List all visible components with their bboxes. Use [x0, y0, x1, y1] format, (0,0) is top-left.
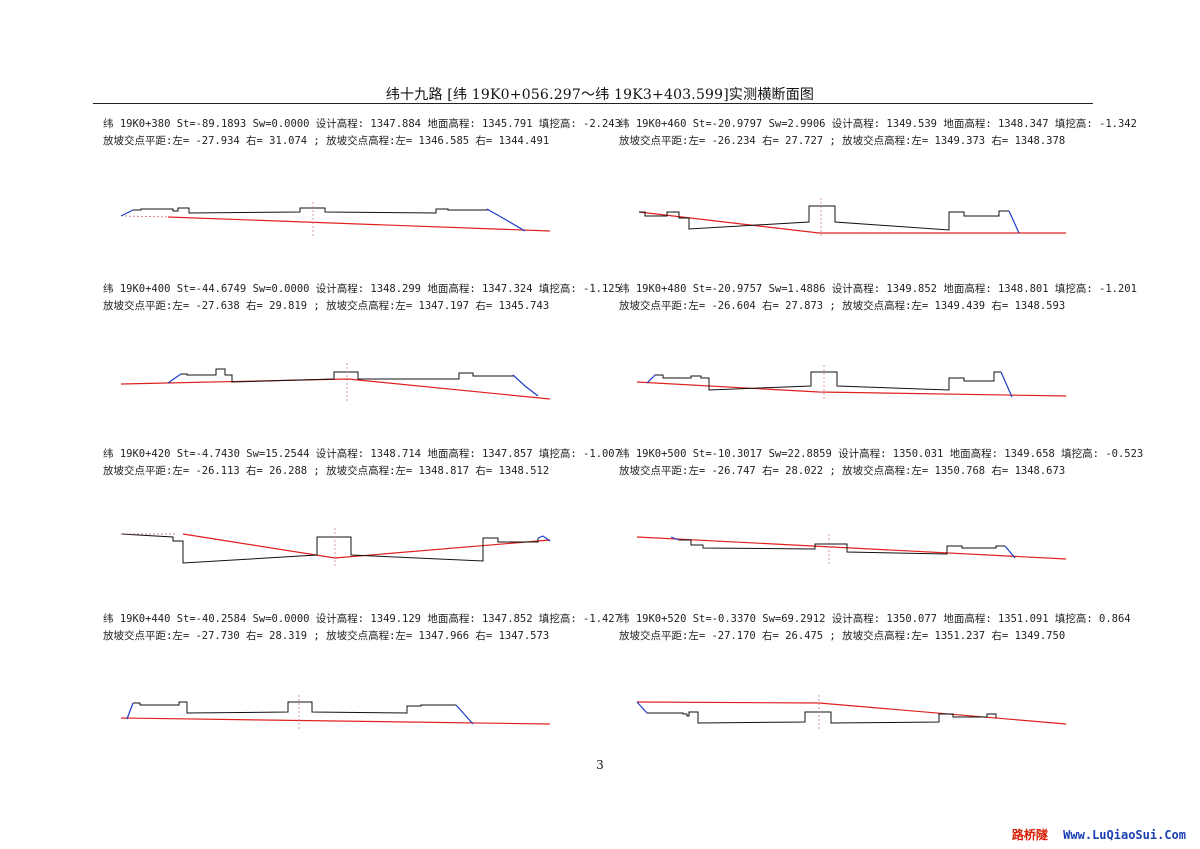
- ground-line: [655, 371, 1001, 391]
- section-header-line: 纬 19K0+400 St=-44.6749 Sw=0.0000 设计高程: 1…: [103, 283, 621, 295]
- slope-line-right: [1000, 371, 1013, 398]
- section-header-line: 纬 19K0+440 St=-40.2584 Sw=0.0000 设计高程: 1…: [103, 613, 621, 625]
- cross-section-drawing: [120, 363, 551, 401]
- ground-line: [679, 539, 1005, 555]
- section-header-line: 纬 19K0+380 St=-89.1893 Sw=0.0000 设计高程: 1…: [103, 118, 621, 130]
- watermark[interactable]: 路桥隧 Www.LuQiaoSui.Com: [1012, 826, 1186, 843]
- slope-line-right: [537, 535, 551, 542]
- ground-line: [133, 207, 488, 214]
- slope-line-left: [636, 701, 648, 714]
- slope-line-left: [646, 374, 656, 384]
- slope-line-left: [167, 373, 182, 384]
- watermark-url[interactable]: Www.LuQiaoSui.Com: [1063, 828, 1186, 842]
- cross-section-drawing: [636, 695, 1067, 731]
- ground-line: [120, 533, 539, 564]
- section-slope-line: 放坡交点平距:左= -27.170 右= 26.475 ; 放坡交点高程:左= …: [619, 630, 1066, 642]
- ground-line: [133, 701, 456, 714]
- cross-section-k0-380: 纬 19K0+380 St=-89.1893 Sw=0.0000 设计高程: 1…: [103, 116, 621, 276]
- cross-section-drawing: [120, 202, 551, 236]
- design-line: [636, 381, 1067, 397]
- slope-line-right: [1008, 210, 1020, 234]
- cross-section-drawing: [120, 528, 551, 566]
- watermark-brand: 路桥隧: [1011, 828, 1048, 842]
- cross-section-k0-420: 纬 19K0+420 St=-4.7430 Sw=15.2544 设计高程: 1…: [103, 446, 621, 606]
- slope-line-right: [512, 374, 539, 397]
- ground-line: [639, 205, 1009, 231]
- section-slope-line: 放坡交点平距:左= -27.638 右= 29.819 ; 放坡交点高程:左= …: [103, 300, 550, 312]
- fill-dash: [124, 215, 169, 218]
- cross-section-drawing: [638, 198, 1066, 236]
- section-slope-line: 放坡交点平距:左= -27.934 右= 31.074 ; 放坡交点高程:左= …: [103, 135, 550, 147]
- section-header-line: 纬 19K0+420 St=-4.7430 Sw=15.2544 设计高程: 1…: [103, 448, 621, 460]
- page-number: 3: [596, 758, 604, 772]
- cross-section-k0-440: 纬 19K0+440 St=-40.2584 Sw=0.0000 设计高程: 1…: [103, 611, 621, 771]
- cross-section-k0-400: 纬 19K0+400 St=-44.6749 Sw=0.0000 设计高程: 1…: [103, 281, 621, 441]
- design-line: [120, 378, 551, 400]
- cross-section-k0-460: 纬 19K0+460 St=-20.9797 Sw=2.9906 设计高程: 1…: [619, 116, 1137, 276]
- cross-section-drawing: [636, 534, 1067, 566]
- design-line: [638, 211, 1066, 234]
- slope-line-left: [670, 536, 680, 541]
- section-slope-line: 放坡交点平距:左= -26.604 右= 27.873 ; 放坡交点高程:左= …: [619, 300, 1066, 312]
- design-line: [636, 701, 1067, 725]
- design-line: [636, 536, 1067, 560]
- section-slope-line: 放坡交点平距:左= -26.113 右= 26.288 ; 放坡交点高程:左= …: [103, 465, 550, 477]
- design-line: [120, 717, 551, 725]
- cross-section-k0-500: 纬 19K0+500 St=-10.3017 Sw=22.8859 设计高程: …: [619, 446, 1144, 606]
- slope-line-left: [120, 209, 134, 217]
- section-header-line: 纬 19K0+460 St=-20.9797 Sw=2.9906 设计高程: 1…: [619, 118, 1137, 130]
- slope-line-left: [126, 702, 134, 720]
- design-line: [167, 216, 551, 232]
- section-header-line: 纬 19K0+480 St=-20.9757 Sw=1.4886 设计高程: 1…: [619, 283, 1137, 295]
- section-slope-line: 放坡交点平距:左= -26.747 右= 28.022 ; 放坡交点高程:左= …: [619, 465, 1066, 477]
- ground-line: [181, 368, 514, 383]
- slope-line-right: [455, 704, 474, 725]
- slope-line-right: [1004, 545, 1016, 559]
- section-header-line: 纬 19K0+500 St=-10.3017 Sw=22.8859 设计高程: …: [619, 448, 1144, 460]
- cross-section-drawing: [120, 695, 551, 731]
- cross-section-k0-480: 纬 19K0+480 St=-20.9757 Sw=1.4886 设计高程: 1…: [619, 281, 1137, 441]
- title-rule: [93, 103, 1093, 104]
- slope-line-right: [486, 208, 526, 232]
- cross-section-drawing: [636, 365, 1067, 401]
- section-header-line: 纬 19K0+520 St=-0.3370 Sw=69.2912 设计高程: 1…: [619, 613, 1131, 625]
- cross-section-k0-520: 纬 19K0+520 St=-0.3370 Sw=69.2912 设计高程: 1…: [619, 611, 1131, 771]
- section-slope-line: 放坡交点平距:左= -27.730 右= 28.319 ; 放坡交点高程:左= …: [103, 630, 550, 642]
- ground-line: [647, 711, 997, 724]
- section-slope-line: 放坡交点平距:左= -26.234 右= 27.727 ; 放坡交点高程:左= …: [619, 135, 1066, 147]
- page-title: 纬十九路 [纬 19K0+056.297～纬 19K3+403.599]实测横断…: [385, 87, 815, 103]
